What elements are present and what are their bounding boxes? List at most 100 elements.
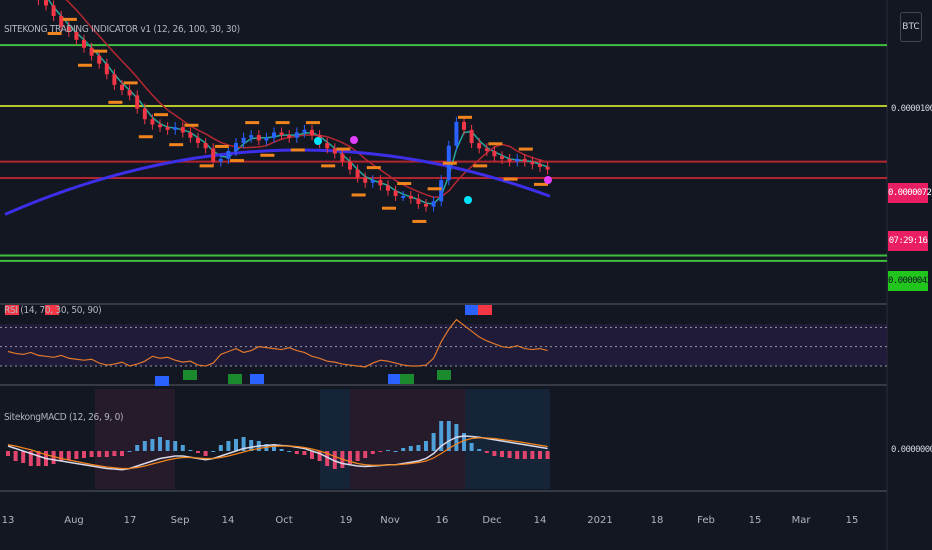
candle-body (378, 180, 383, 186)
x-axis-tick-label: 14 (221, 515, 235, 526)
macd-histogram-bar (165, 440, 170, 451)
signal-marker (336, 147, 351, 151)
signal-marker (397, 182, 412, 185)
candle-body (477, 143, 482, 149)
candle-body (500, 156, 504, 159)
macd-histogram-bar (545, 451, 550, 459)
candle-body (522, 158, 527, 162)
macd-histogram-bar (104, 451, 109, 457)
signal-marker (275, 121, 290, 125)
macd-histogram-bar (287, 451, 292, 452)
signal-marker (154, 113, 168, 117)
macd-histogram-bar (59, 451, 64, 461)
candle-body (355, 169, 360, 178)
candle-body (165, 127, 170, 130)
signal-marker (473, 164, 488, 168)
macd-histogram-bar (538, 451, 542, 459)
rsi-signal-box (183, 370, 197, 380)
candle-body (538, 164, 542, 167)
main-indicator-label[interactable]: SITEKONG TRADING INDICATOR v1 (12, 26, 1… (4, 24, 240, 35)
candle-body (416, 198, 421, 204)
candle-body (454, 121, 459, 146)
signal-marker (184, 123, 199, 127)
macd-histogram-bar (469, 443, 474, 451)
candle-body (51, 5, 56, 17)
x-axis-tick-label: Sep (170, 515, 190, 526)
macd-histogram-bar (36, 451, 41, 466)
macd-histogram-bar (424, 441, 428, 451)
candle-body (218, 158, 223, 162)
signal-marker (534, 182, 548, 186)
signal-marker (260, 153, 275, 157)
x-axis-tick-label: 19 (339, 515, 353, 526)
candle-body (302, 129, 307, 133)
macd-histogram-bar (370, 451, 375, 454)
candle-body (249, 135, 254, 138)
macd-histogram-bar (348, 451, 352, 464)
candle-body (234, 143, 238, 151)
signal-marker (78, 63, 92, 67)
macd-line (7, 435, 548, 471)
candle-body (431, 201, 436, 207)
candle-body (469, 129, 474, 144)
macd-histogram-bar (507, 451, 512, 458)
macd-histogram-bar (363, 451, 368, 458)
candle-body (241, 137, 246, 144)
signal-marker (306, 121, 320, 125)
macd-histogram-bar (82, 451, 86, 458)
macd-histogram-bar (401, 448, 406, 451)
macd-shade (95, 389, 175, 489)
candle-body (325, 143, 330, 149)
candle-body (127, 90, 132, 96)
signal-marker (123, 81, 138, 85)
macd-histogram-bar (310, 451, 314, 459)
macd-histogram-bar (211, 451, 216, 452)
macd-histogram-bar (446, 421, 451, 451)
rsi-indicator-label[interactable]: RSI (14, 70, 30, 50, 90) (4, 305, 102, 316)
candle-body (74, 31, 79, 40)
candle-body (492, 151, 497, 157)
candle-body (287, 135, 292, 138)
macd-histogram-bar (272, 445, 276, 451)
macd-histogram-bar (522, 451, 527, 459)
signal-marker (382, 206, 396, 210)
x-axis-tick-label: 2021 (587, 515, 613, 526)
macd-histogram-bar (28, 451, 33, 466)
rsi-signal-box (5, 305, 19, 315)
rsi-signal-box (388, 374, 402, 384)
signal-marker (321, 164, 336, 168)
candle-body (340, 153, 345, 162)
candle-body (66, 26, 71, 32)
macd-histogram-bar (226, 441, 231, 451)
candle-body (545, 166, 550, 170)
macd-histogram-bar (462, 433, 466, 451)
candle-body (256, 135, 261, 141)
macd-histogram-bar (158, 437, 162, 451)
candle-body (408, 196, 413, 199)
signal-marker (290, 148, 305, 152)
signal-marker (351, 193, 366, 197)
candle-body (173, 127, 178, 130)
candle-body (196, 137, 200, 144)
rsi-signal-box (228, 374, 242, 384)
candle-body (104, 63, 109, 75)
signal-marker (442, 161, 457, 165)
x-axis-tick-label: 13 (1, 515, 15, 526)
candle-body (82, 39, 86, 48)
signal-marker (199, 164, 214, 168)
candle-body (44, 0, 48, 6)
macd-indicator-label[interactable]: SitekongMACD (12, 26, 9, 0) (4, 412, 124, 423)
rsi-signal-box (478, 305, 492, 315)
candle-body (515, 158, 520, 162)
macd-histogram-bar (515, 451, 520, 459)
symbol-badge[interactable]: BTC (900, 12, 922, 42)
candle-body (348, 161, 352, 170)
macd-histogram-bar (135, 445, 140, 451)
x-axis-tick-label: Dec (482, 515, 502, 526)
macd-histogram-bar (218, 445, 223, 451)
macd-histogram-bar (142, 441, 147, 451)
macd-histogram-bar (203, 451, 208, 456)
signal-marker (230, 159, 244, 163)
last-price-tag: 0.00000728 (888, 183, 932, 203)
